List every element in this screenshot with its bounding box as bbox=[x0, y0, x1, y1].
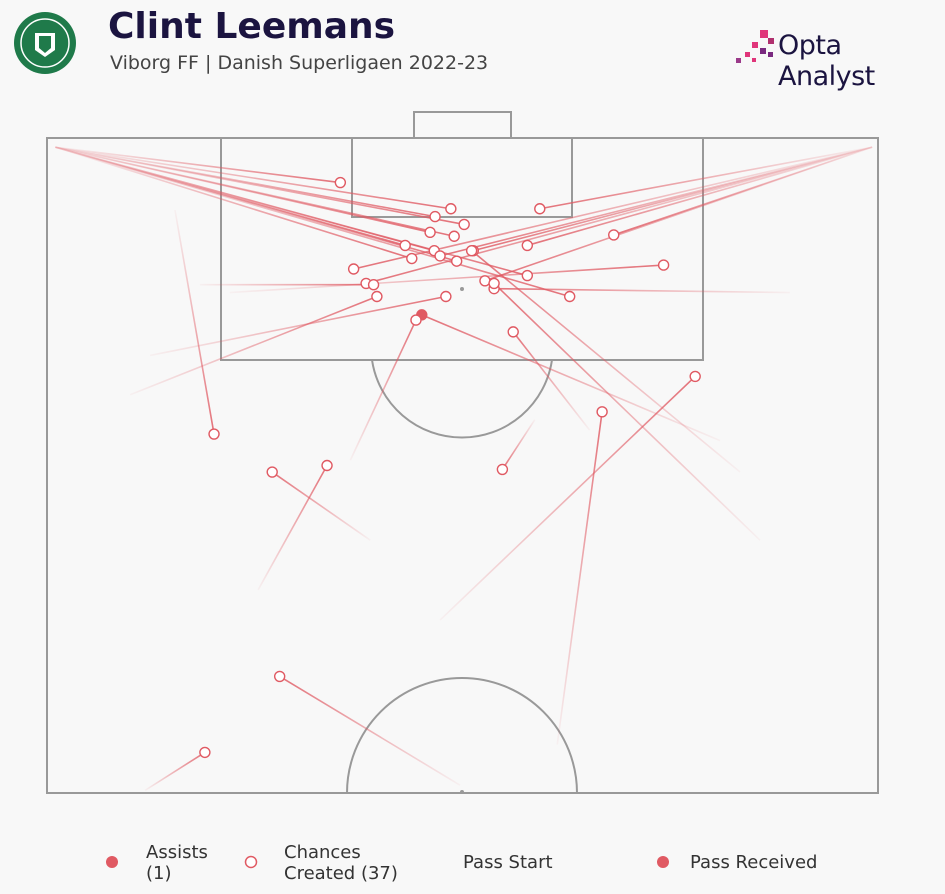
pass-line bbox=[539, 146, 873, 210]
centre-spot bbox=[460, 790, 464, 794]
pass-line bbox=[55, 146, 465, 226]
pass-line bbox=[556, 411, 603, 745]
centre-circle bbox=[346, 677, 578, 794]
pass-line bbox=[353, 146, 873, 270]
chance-end bbox=[429, 210, 441, 223]
title: Clint Leemans bbox=[108, 6, 396, 47]
penalty-spot bbox=[460, 287, 464, 291]
legend-swatch bbox=[106, 856, 118, 868]
chance-end bbox=[434, 250, 446, 262]
chance-end bbox=[458, 218, 470, 231]
chance-end bbox=[534, 203, 546, 215]
chance-end bbox=[371, 290, 383, 303]
pass-line bbox=[271, 471, 371, 541]
legend-swatch bbox=[244, 855, 258, 869]
chance-end bbox=[334, 176, 347, 189]
pass-line bbox=[512, 331, 591, 431]
chance-end bbox=[424, 226, 436, 239]
subtitle: Viborg FF | Danish Superligaen 2022-23 bbox=[110, 52, 489, 74]
legend-swatch bbox=[657, 856, 669, 868]
pass-line bbox=[471, 250, 741, 473]
chance-end bbox=[608, 229, 620, 241]
pass-line bbox=[144, 751, 206, 792]
pass-line bbox=[174, 209, 215, 435]
pass-line bbox=[279, 675, 461, 786]
chance-end bbox=[347, 263, 360, 275]
chance-end bbox=[521, 239, 534, 252]
chance-end bbox=[199, 746, 211, 759]
chance-end bbox=[507, 326, 519, 338]
goal bbox=[413, 111, 512, 139]
pass-line bbox=[493, 282, 761, 541]
chance-end bbox=[399, 239, 411, 252]
chance-end bbox=[689, 370, 701, 383]
chance-end bbox=[450, 255, 463, 267]
pass-line bbox=[365, 146, 873, 285]
pitch bbox=[46, 111, 879, 794]
pass-line bbox=[257, 465, 328, 591]
pass-line bbox=[439, 146, 873, 257]
chance-end bbox=[448, 230, 460, 242]
chance-end bbox=[465, 244, 478, 257]
pass-line bbox=[229, 264, 664, 294]
chance-end bbox=[657, 259, 670, 271]
chance-end bbox=[208, 428, 220, 440]
pass-line bbox=[55, 146, 413, 260]
chance-end bbox=[496, 463, 509, 476]
chance-end bbox=[321, 459, 333, 472]
pass-line bbox=[129, 295, 378, 396]
legend-label: Pass Received bbox=[690, 852, 818, 873]
chance-end bbox=[367, 279, 380, 291]
chance-end bbox=[563, 290, 576, 303]
pass-line bbox=[501, 419, 536, 470]
chance-end bbox=[410, 314, 422, 326]
legend bbox=[106, 855, 669, 869]
pass-line bbox=[55, 146, 455, 238]
pitch-outline bbox=[46, 137, 879, 794]
pass-line bbox=[421, 314, 721, 442]
chance-end bbox=[273, 670, 286, 683]
chance-end bbox=[521, 269, 534, 282]
brand: Opta Analyst bbox=[778, 30, 875, 92]
pass-line bbox=[494, 287, 790, 294]
chance-end bbox=[479, 275, 491, 287]
chance-end bbox=[445, 203, 457, 215]
pass-line bbox=[527, 146, 873, 247]
legend-label: Assists (1) bbox=[146, 842, 208, 884]
legend-label: Pass Start bbox=[463, 852, 553, 873]
chance-end bbox=[406, 252, 418, 265]
pass-line bbox=[55, 146, 451, 210]
chance-end bbox=[596, 406, 608, 418]
chance-end bbox=[266, 466, 278, 478]
pass-line bbox=[55, 146, 570, 298]
pass-line bbox=[484, 146, 873, 282]
pass-line bbox=[349, 319, 417, 461]
legend-label: Chances Created (37) bbox=[284, 842, 398, 884]
chance-end bbox=[488, 277, 500, 290]
pass-line bbox=[55, 146, 341, 184]
pass-line bbox=[439, 375, 696, 621]
brand-logo bbox=[736, 30, 774, 63]
penalty-arc bbox=[371, 359, 553, 439]
club-badge bbox=[14, 12, 76, 74]
chance-end bbox=[440, 290, 452, 303]
